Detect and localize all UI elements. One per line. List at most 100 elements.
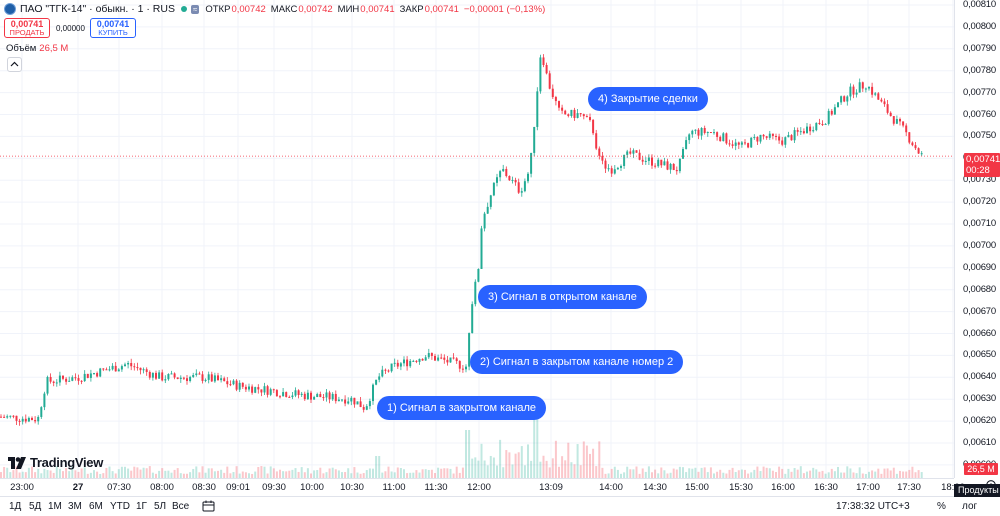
candle-down <box>545 65 548 74</box>
volume-bar <box>9 472 12 478</box>
range-button-1m[interactable]: 1М <box>48 501 62 512</box>
range-button-all[interactable]: Все <box>172 501 190 512</box>
volume-bar <box>589 453 591 478</box>
buy-button[interactable]: 0,00741 КУПИТЬ <box>90 18 136 38</box>
candle-up <box>793 130 796 141</box>
candle-down <box>24 418 27 422</box>
volume-bar <box>303 472 306 478</box>
buy-label: КУПИТЬ <box>98 28 128 37</box>
time-tick-label: 10:00 <box>300 482 324 493</box>
time-tick-label: 15:30 <box>729 482 753 493</box>
candle-up <box>815 122 818 131</box>
candle-up <box>58 375 61 383</box>
tradingview-watermark[interactable]: TradingView <box>8 455 103 470</box>
volume-bar <box>12 470 15 478</box>
candle-up <box>325 392 328 398</box>
volume-bar <box>917 470 920 478</box>
volume-bar <box>313 470 316 478</box>
candle-up <box>213 375 216 382</box>
candle-down <box>297 390 300 395</box>
price-tick-label: 0,00640 <box>963 371 996 383</box>
price-axis[interactable]: 0,00810 0,00800 0,00790 0,00780 0,00770 0,007… <box>954 0 1000 478</box>
candle-up <box>99 368 102 377</box>
volume-bar <box>269 466 272 478</box>
annotation-close-trade[interactable]: 4) Закрытие сделки <box>588 87 708 111</box>
log-scale-toggle[interactable]: лог <box>962 501 978 512</box>
time-axis[interactable]: 23:00 27 07:30 08:00 08:30 09:01 09:30 10:00 10:… <box>0 478 965 496</box>
volume-bar <box>700 467 703 478</box>
volume-bar <box>886 468 889 478</box>
percent-toggle[interactable]: % <box>937 501 946 512</box>
candle-down <box>592 119 595 134</box>
annotation-signal-2[interactable]: 2) Сигнал в закрытом канале номер 2 <box>470 350 684 374</box>
candle-up <box>669 163 672 170</box>
volume-bar <box>852 472 855 478</box>
range-button-5y[interactable]: 5Л <box>154 501 167 512</box>
candle-down <box>567 114 570 116</box>
volume-bar <box>635 466 638 478</box>
volume-bar <box>827 472 830 478</box>
candle-up <box>341 399 343 401</box>
candle-down <box>914 145 917 149</box>
candle-down <box>756 137 759 142</box>
candle-down <box>542 57 545 66</box>
collapse-legend-button[interactable] <box>7 57 22 72</box>
candle-up <box>740 142 743 145</box>
time-tick-label: 09:01 <box>226 482 250 493</box>
candle-up <box>331 393 334 400</box>
volume-bar <box>483 460 486 478</box>
annotation-text: 2) Сигнал в закрытом канале номер 2 <box>480 356 674 368</box>
volume-bar <box>282 471 285 478</box>
volume-bar <box>849 468 852 478</box>
volume-label: Объём <box>6 43 37 54</box>
candle-down <box>703 128 706 133</box>
candle-down <box>654 165 657 167</box>
volume-bar <box>300 467 303 478</box>
candle-down <box>310 392 312 400</box>
volume-bar <box>740 469 743 478</box>
volume-bar <box>434 473 436 478</box>
annotation-signal-3[interactable]: 3) Сигнал в открытом канале <box>478 285 647 309</box>
range-button-6m[interactable]: 6М <box>89 501 103 512</box>
symbol-title[interactable]: ПАО "ТГК-14" · обыкн. · 1 · RUS <box>20 3 175 15</box>
candle-up <box>142 369 145 371</box>
price-chart[interactable] <box>0 0 954 478</box>
range-button-1y[interactable]: 1Г <box>136 501 147 512</box>
volume-bar <box>775 472 777 478</box>
candle-up <box>833 107 836 115</box>
volume-bar <box>706 472 709 478</box>
candle-up <box>6 416 9 418</box>
volume-bar <box>347 468 350 478</box>
calendar-icon[interactable] <box>202 500 215 512</box>
annotation-signal-1[interactable]: 1) Сигнал в закрытом канале <box>377 396 547 420</box>
volume-bar <box>266 473 269 478</box>
range-button-5d[interactable]: 5Д <box>29 501 42 512</box>
volume-bar <box>651 472 653 478</box>
range-button-3m[interactable]: 3М <box>68 501 82 512</box>
sell-button[interactable]: 0,00741 ПРОДАТЬ <box>4 18 50 38</box>
volume-bar <box>430 469 433 478</box>
candle-up <box>294 390 297 396</box>
range-button-1d[interactable]: 1Д <box>9 501 22 512</box>
volume-bar <box>675 469 678 478</box>
volume-bar <box>895 473 898 478</box>
candle-up <box>437 357 440 361</box>
volume-bar <box>263 466 266 478</box>
candle-down <box>660 159 663 166</box>
candle-down <box>176 377 179 379</box>
candle-up <box>527 173 529 182</box>
clock-timezone[interactable]: 17:38:32 UTC+3 <box>836 501 910 512</box>
candle-up <box>657 159 660 167</box>
chart-plot-area[interactable]: 1) Сигнал в закрытом канале 2) Сигнал в … <box>0 0 954 478</box>
volume-bar <box>818 471 821 478</box>
volume-bar <box>40 473 43 478</box>
volume-bar <box>629 469 632 478</box>
price-tick-label: 0,00710 <box>963 218 996 229</box>
range-button-ytd[interactable]: YTD <box>110 501 130 512</box>
candle-up <box>170 373 173 375</box>
volume-bar <box>294 468 297 478</box>
candle-up <box>874 93 877 95</box>
candle-up <box>895 119 898 124</box>
volume-bar <box>6 467 9 478</box>
volume-bar <box>182 473 185 478</box>
